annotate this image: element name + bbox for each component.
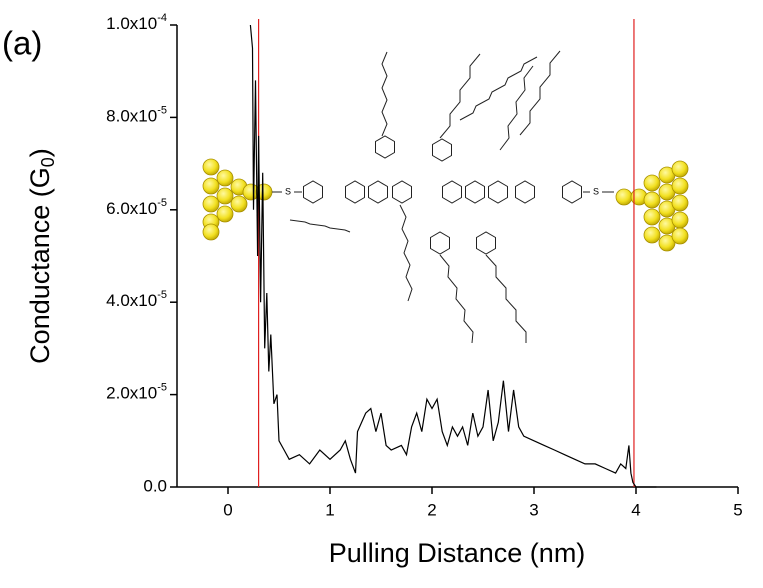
y-tick-label: 6.0x10-5 [106,197,167,219]
gold-atom [671,177,689,195]
gold-atom [216,205,234,223]
x-tick-label: 0 [223,500,232,519]
gold-atom [216,187,234,205]
ring [375,135,395,159]
ring [442,180,462,204]
gold-atom [671,194,689,212]
gold-atom [643,208,661,226]
x-tick-label: 3 [529,500,538,519]
alkyl-chain [485,254,527,343]
ring [303,180,323,204]
gold-atom [643,191,661,209]
y-tick-label: 2.0x10-5 [106,382,167,404]
gold-atom [230,195,248,213]
x-tick-label: 1 [325,500,334,519]
atom-label: S [285,186,291,196]
y-tick-label: 4.0x10-5 [106,289,167,311]
gold-atom [202,223,220,241]
alkyl-chain [289,219,351,233]
gold-atom [202,195,220,213]
ring [476,231,496,255]
y-tick-label: 0.0 [143,476,167,495]
alkyl-chain [439,254,474,344]
conductance-trace [249,24,657,488]
y-tick-label: 1.0x10-4 [106,12,167,34]
alkyl-chain [381,51,388,137]
gold-atom [671,211,689,229]
gold-atom [643,226,661,244]
ring [515,180,535,204]
alkyl-chain [439,53,481,139]
gold-atom [643,174,661,192]
alkyl-chain [459,56,538,121]
y-tick-label: 8.0x10-5 [106,104,167,126]
ring [430,231,450,255]
atom-label: S [593,186,599,196]
alkyl-chain [399,204,413,302]
gold-atom [202,177,220,195]
x-tick-label: 4 [631,500,640,519]
ring [368,180,388,204]
ring [465,180,485,204]
gold-atom [658,234,676,252]
gold-atom [202,158,220,176]
ring [345,180,365,204]
x-tick-label: 5 [733,500,742,519]
x-axis-label: Pulling Distance (nm) [329,538,586,568]
gold-atom [671,160,689,178]
gold-atom [615,188,633,206]
ring [488,180,508,204]
gold-atom [671,227,689,245]
y-axis-label: Conductance (G0) [25,148,58,364]
x-tick-label: 2 [427,500,436,519]
ring [432,138,452,162]
gold-atom [216,169,234,187]
panel-label: (a) [2,25,42,62]
ring [562,180,582,204]
ring [392,180,412,204]
alkyl-chain [519,50,561,136]
alkyl-chain [499,65,534,151]
